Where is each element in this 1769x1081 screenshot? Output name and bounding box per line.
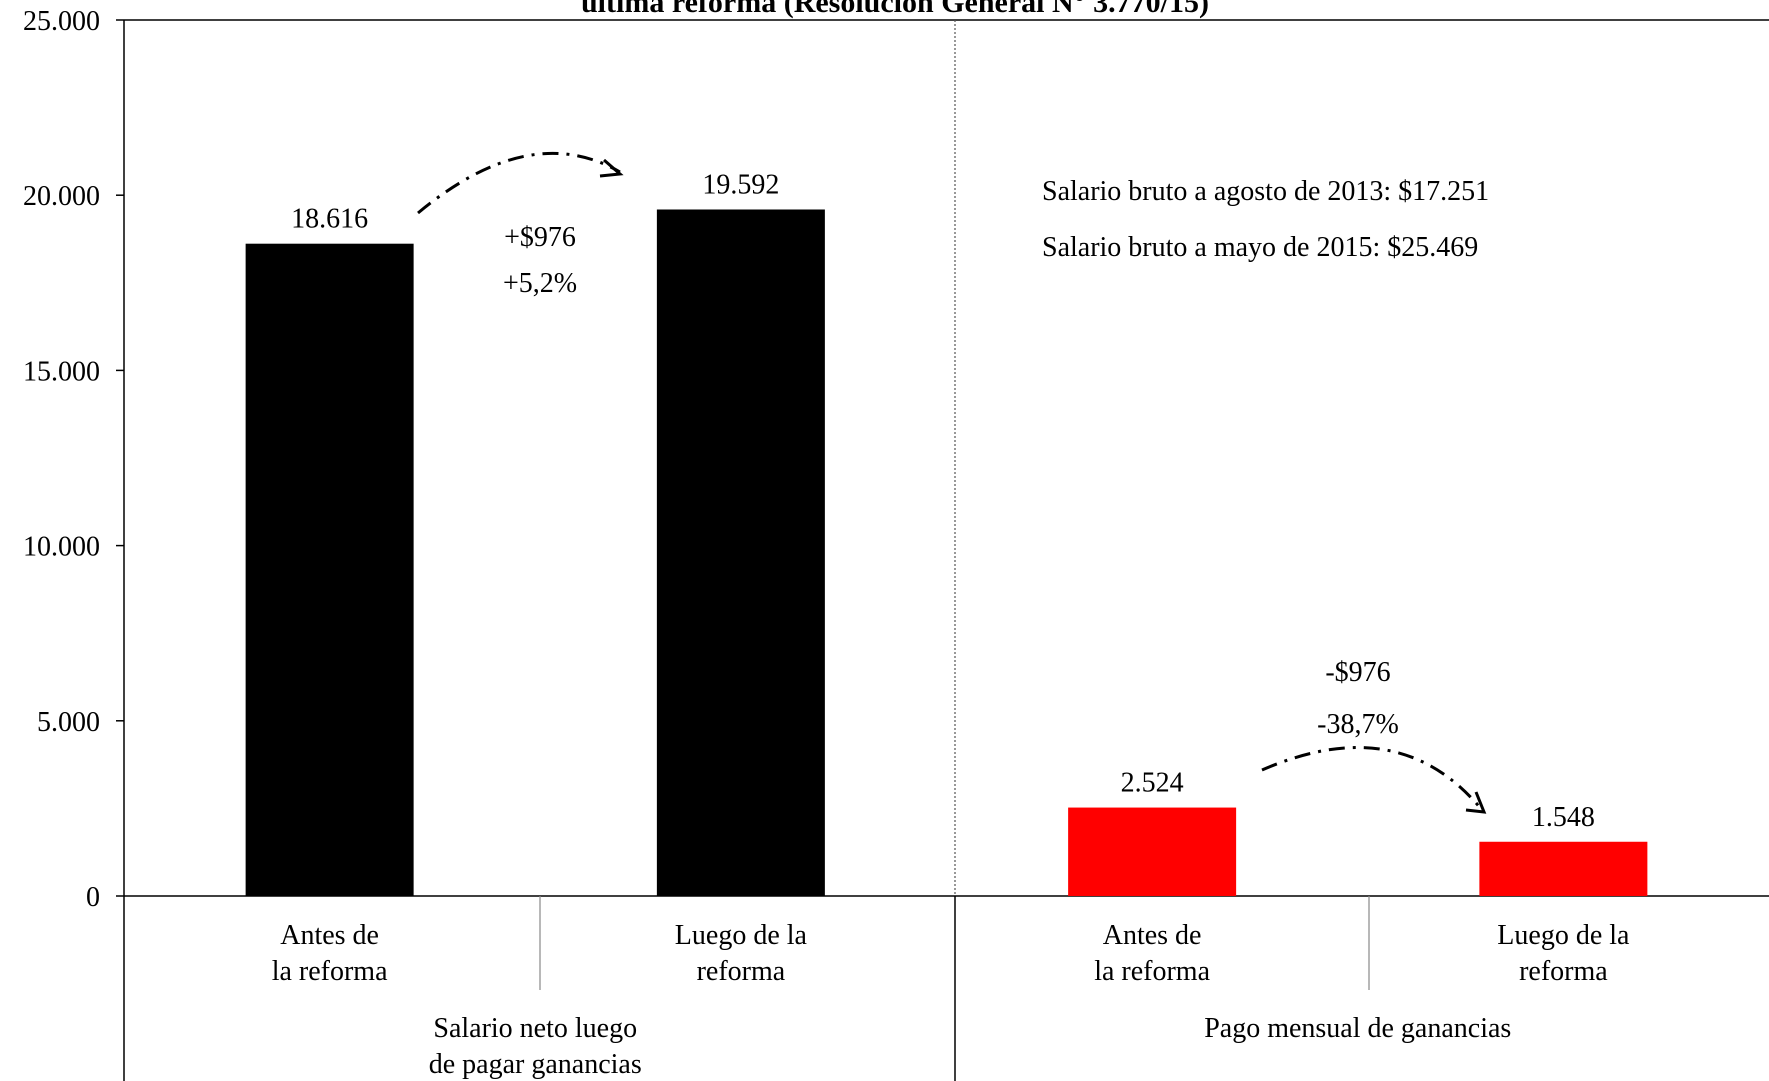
change-percent-label-1: +5,2% — [503, 268, 577, 299]
bar — [656, 209, 825, 896]
group-label: Pago mensual de ganancias — [1204, 1013, 1511, 1044]
y-ticks: 0 5.000 10.000 15.000 20.000 25.000 — [23, 6, 124, 913]
bar — [1479, 841, 1648, 896]
category-label: Luego de la — [1497, 920, 1630, 951]
category-label: reforma — [1519, 956, 1608, 987]
bar-value-label: 2.524 — [1121, 768, 1184, 799]
bar — [245, 243, 414, 896]
increase-arrow — [417, 151, 621, 215]
y-tick-label: 10.000 — [23, 532, 100, 563]
y-tick-label: 5.000 — [37, 707, 100, 738]
group-label: Salario neto luego — [433, 1013, 637, 1044]
bar-value-label: 1.548 — [1532, 802, 1595, 833]
annotation-gross-salary-2015: Salario bruto a mayo de 2015: $25.469 — [1042, 232, 1478, 263]
category-label: Antes de — [1103, 920, 1202, 951]
category-label: reforma — [697, 956, 786, 987]
category-label: la reforma — [272, 956, 388, 987]
category-label: Luego de la — [675, 920, 808, 951]
bar-value-label: 19.592 — [702, 169, 779, 200]
group-label: de pagar ganancias — [429, 1049, 642, 1080]
y-tick-label: 0 — [86, 882, 100, 913]
category-label: la reforma — [1094, 956, 1210, 987]
bar-value-label: 18.616 — [291, 204, 368, 235]
y-tick-label: 25.000 — [23, 6, 100, 37]
change-percent-label-2: -38,7% — [1317, 709, 1399, 740]
increase-arrowhead — [599, 158, 624, 178]
category-label: Antes de — [280, 920, 379, 951]
y-tick-label: 15.000 — [23, 356, 100, 387]
change-amount-label-2: -$976 — [1325, 657, 1390, 688]
bar — [1068, 807, 1237, 896]
annotation-gross-salary-2013: Salario bruto a agosto de 2013: $17.251 — [1042, 176, 1489, 207]
decrease-arrow — [1261, 746, 1484, 811]
chart-title: última reforma (Resolución General N° 3.… — [581, 0, 1209, 19]
change-amount-label-1: +$976 — [504, 222, 576, 253]
y-tick-label: 20.000 — [23, 181, 100, 212]
decrease-arrowhead — [1465, 791, 1487, 814]
bars: 18.616 19.592 2.524 1.548 — [245, 169, 1648, 896]
x-labels: Antes de la reforma Luego de la reforma Sala… — [272, 920, 1630, 1080]
